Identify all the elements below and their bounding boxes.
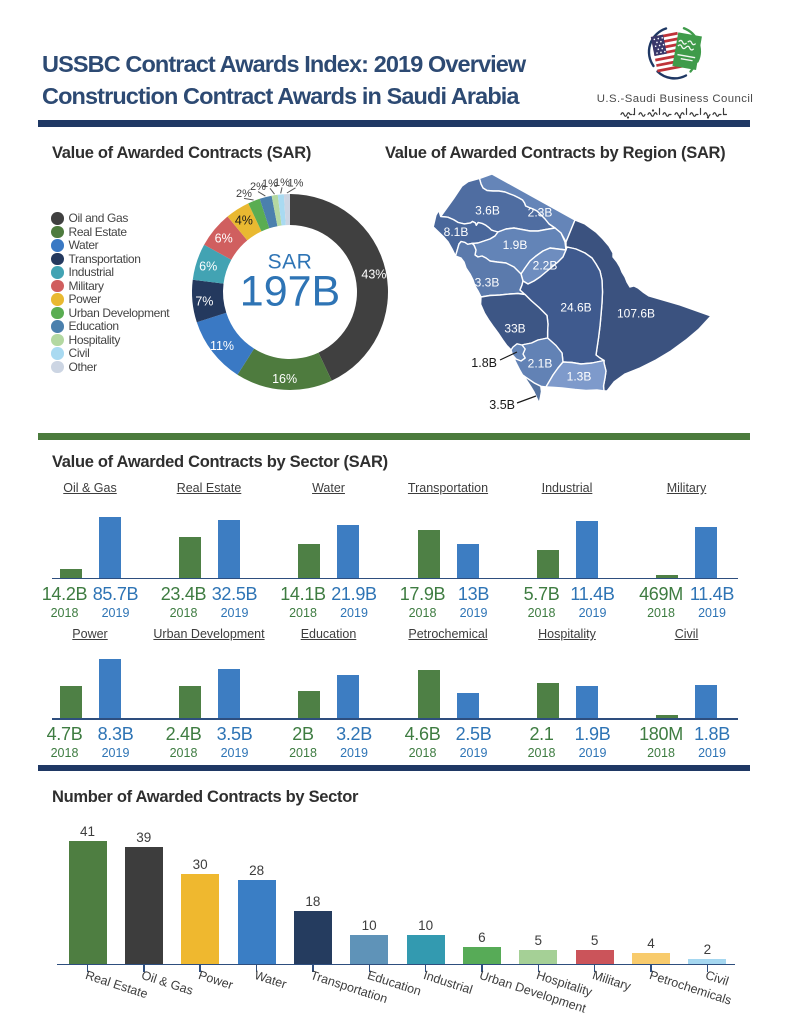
svg-text:6%: 6% [215,231,233,245]
svg-text:43%: 43% [361,267,386,281]
svg-text:3.3B: 3.3B [475,275,500,289]
svg-text:2.3B: 2.3B [528,205,553,219]
svg-text:24.6B: 24.6B [560,300,591,314]
svg-text:107.6B: 107.6B [617,306,655,320]
svg-text:1.8B: 1.8B [471,356,497,370]
svg-text:7%: 7% [195,294,213,308]
svg-text:1%: 1% [262,178,278,190]
svg-text:SAR: SAR [268,251,313,274]
svg-text:2.1B: 2.1B [528,356,553,370]
svg-text:197B: 197B [240,268,340,316]
svg-text:1%: 1% [274,177,290,189]
svg-text:11%: 11% [210,339,234,353]
svg-text:U.S.-Saudi Business Council: U.S.-Saudi Business Council [597,93,753,105]
svg-text:4%: 4% [235,214,253,228]
svg-text:3.6B: 3.6B [475,203,500,217]
svg-text:16%: 16% [272,372,297,386]
svg-text:1.9B: 1.9B [503,238,528,252]
svg-text:3.5B: 3.5B [489,398,515,412]
svg-text:2%: 2% [250,181,266,193]
svg-text:1.3B: 1.3B [567,369,592,383]
svg-text:2%: 2% [236,188,252,200]
svg-text:6%: 6% [199,260,217,274]
svg-text:8.1B: 8.1B [444,225,469,239]
svg-text:1%: 1% [288,177,304,189]
svg-text:2.2B: 2.2B [533,258,558,272]
svg-text:33B: 33B [504,321,525,335]
